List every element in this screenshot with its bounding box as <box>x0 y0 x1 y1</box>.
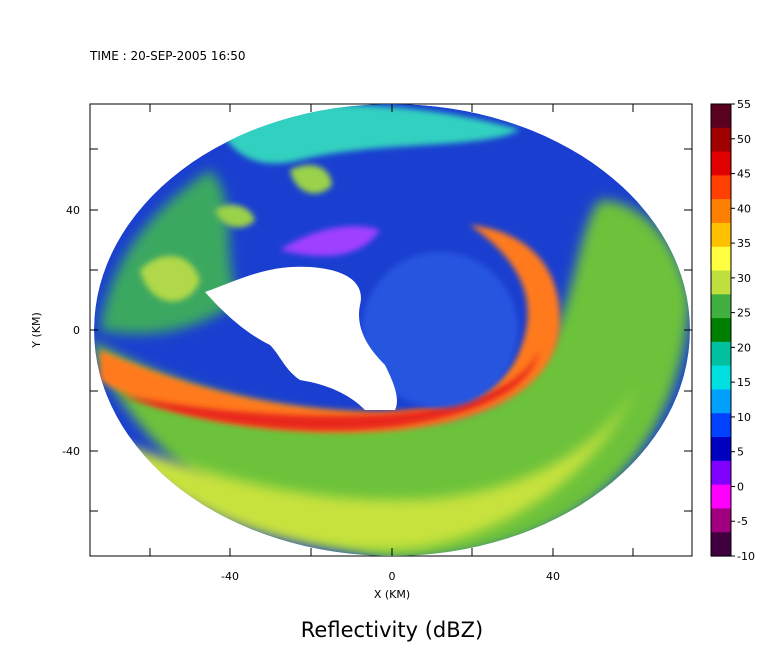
y-tick-label: -40 <box>62 445 80 458</box>
colorbar-tick-label: 0 <box>737 480 744 493</box>
colorbar-tick-label: 35 <box>737 237 751 250</box>
no-data-region <box>205 266 397 410</box>
colorbar-tick-label: 55 <box>737 98 751 111</box>
colorbar-swatch <box>711 199 731 224</box>
x-tick-label: -40 <box>221 570 239 583</box>
colorbar-tick-label: 25 <box>737 307 751 320</box>
time-label: TIME : 20-SEP-2005 16:50 <box>89 49 246 63</box>
colorbar-tick-label: 40 <box>737 202 751 215</box>
eyewall <box>100 225 560 433</box>
x-axis-ticks <box>149 104 634 556</box>
colorbar-tick-label: 10 <box>737 411 751 424</box>
reflectivity-field <box>94 104 690 556</box>
colorbar-swatch <box>711 508 731 533</box>
colorbar-tick-label: -5 <box>737 515 748 528</box>
colorbar-tick-label: 45 <box>737 168 751 181</box>
outer-rainband <box>94 200 690 556</box>
colorbar-swatch <box>711 104 731 129</box>
colorbar-swatch <box>711 341 731 367</box>
colorbar-swatch <box>711 318 731 343</box>
eye-region <box>362 252 518 408</box>
y-axis-ticks <box>90 148 692 512</box>
colorbar-tick-label: 5 <box>737 446 744 459</box>
colorbar-swatch <box>711 127 731 153</box>
colorbar-swatch <box>711 294 731 319</box>
x-tick-label: 0 <box>389 570 396 583</box>
colorbar-tick-label: 50 <box>737 133 751 146</box>
colorbar-swatch <box>711 175 731 200</box>
colorbar-swatch <box>711 151 731 176</box>
colorbar <box>711 104 731 557</box>
colorbar-swatch <box>711 413 731 438</box>
y-tick-label: 0 <box>73 324 80 337</box>
colorbar-tick-label: 15 <box>737 376 751 389</box>
colorbar-frame <box>710 103 732 557</box>
colorbar-swatch <box>711 222 731 248</box>
x-axis-label: X (KM) <box>374 588 410 601</box>
colorbar-tick-label: -10 <box>737 550 755 563</box>
y-axis-label: Y (KM) <box>30 312 43 349</box>
colorbar-swatch <box>711 460 731 486</box>
colorbar-swatch <box>711 246 731 272</box>
colorbar-tick-label: 30 <box>737 272 751 285</box>
x-tick-label: 40 <box>546 570 560 583</box>
colorbar-swatch <box>711 532 731 557</box>
colorbar-swatch <box>711 365 731 391</box>
chart-title: Reflectivity (dBZ) <box>301 618 483 642</box>
colorbar-swatch <box>711 484 731 510</box>
colorbar-swatch <box>711 270 731 295</box>
colorbar-swatch <box>711 437 731 462</box>
y-tick-label: 40 <box>66 204 80 217</box>
colorbar-swatch <box>711 389 731 414</box>
colorbar-tick-label: 20 <box>737 341 751 354</box>
